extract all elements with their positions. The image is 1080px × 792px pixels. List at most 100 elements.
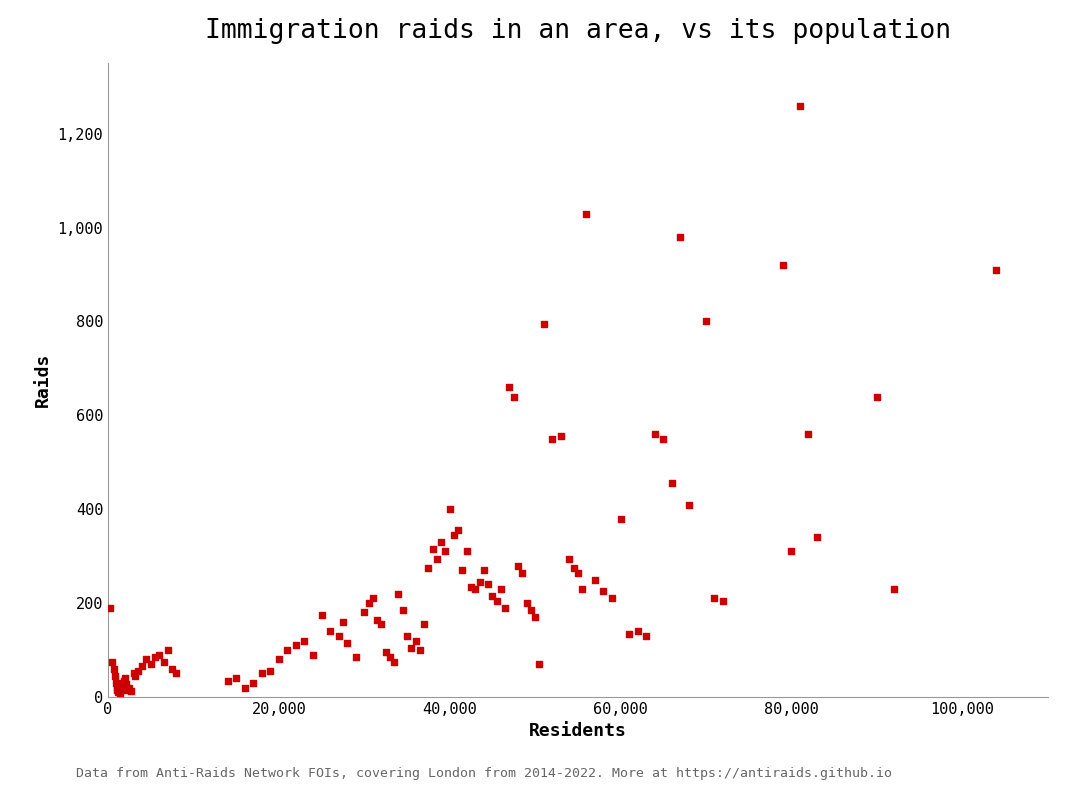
Point bbox=[143, 658, 160, 671]
Point bbox=[714, 595, 731, 607]
Point bbox=[253, 667, 270, 680]
Point bbox=[130, 664, 147, 677]
Point bbox=[586, 573, 604, 586]
Point bbox=[706, 592, 724, 605]
Point bbox=[654, 432, 672, 445]
Point bbox=[800, 428, 818, 440]
Point bbox=[637, 630, 654, 642]
Point bbox=[377, 646, 394, 659]
Point bbox=[411, 644, 429, 657]
Point bbox=[488, 595, 505, 607]
Point bbox=[518, 596, 536, 609]
Point bbox=[154, 656, 172, 668]
Point bbox=[663, 477, 680, 489]
Point bbox=[167, 667, 185, 680]
Point bbox=[330, 630, 348, 642]
Point bbox=[424, 543, 442, 555]
Point bbox=[578, 208, 595, 220]
Point bbox=[360, 596, 377, 609]
Point bbox=[445, 529, 462, 542]
Point bbox=[112, 679, 130, 691]
Point bbox=[219, 674, 237, 687]
Point bbox=[355, 606, 373, 619]
Point bbox=[480, 578, 497, 591]
Point bbox=[569, 566, 586, 579]
Point bbox=[110, 685, 127, 698]
Point bbox=[420, 562, 437, 574]
Point bbox=[510, 559, 527, 572]
Point bbox=[146, 651, 164, 664]
Point bbox=[573, 583, 591, 596]
Point bbox=[322, 625, 339, 638]
Point bbox=[118, 683, 135, 696]
Point bbox=[501, 381, 518, 394]
Point bbox=[620, 627, 637, 640]
Point bbox=[522, 604, 539, 616]
Point bbox=[449, 524, 467, 537]
Point bbox=[111, 687, 129, 699]
Point bbox=[134, 660, 151, 672]
Point bbox=[261, 664, 279, 677]
Point bbox=[454, 564, 471, 577]
Point bbox=[296, 634, 313, 647]
Point bbox=[792, 99, 809, 112]
Point bbox=[108, 681, 125, 694]
Point bbox=[467, 583, 484, 596]
Point bbox=[125, 667, 143, 680]
Point bbox=[543, 432, 561, 445]
Text: Data from Anti-Raids Network FOIs, covering London from 2014-2022. More at https: Data from Anti-Raids Network FOIs, cover… bbox=[76, 767, 892, 780]
Point bbox=[526, 611, 543, 623]
Point bbox=[886, 583, 903, 596]
Point bbox=[561, 552, 578, 565]
Point bbox=[988, 264, 1005, 276]
Point bbox=[436, 545, 454, 558]
Point bbox=[335, 615, 352, 628]
Point bbox=[394, 604, 411, 616]
Point bbox=[138, 653, 156, 666]
Point bbox=[163, 662, 180, 675]
Point bbox=[646, 428, 663, 440]
Point bbox=[462, 581, 480, 593]
Point bbox=[287, 639, 305, 652]
X-axis label: Residents: Residents bbox=[529, 722, 626, 741]
Point bbox=[530, 658, 548, 671]
Point bbox=[565, 562, 582, 574]
Point bbox=[244, 676, 261, 689]
Point bbox=[808, 531, 825, 544]
Point bbox=[595, 585, 612, 598]
Point bbox=[228, 672, 245, 684]
Point bbox=[612, 512, 630, 525]
Point bbox=[698, 315, 715, 328]
Point bbox=[471, 576, 488, 588]
Point bbox=[403, 642, 420, 654]
Point bbox=[118, 677, 135, 690]
Point bbox=[514, 566, 531, 579]
Point bbox=[484, 590, 501, 603]
Y-axis label: Raids: Raids bbox=[33, 353, 52, 407]
Point bbox=[783, 545, 800, 558]
Point bbox=[428, 552, 446, 565]
Point bbox=[680, 498, 698, 511]
Point bbox=[113, 682, 131, 695]
Point bbox=[104, 656, 121, 668]
Point bbox=[338, 637, 355, 649]
Point bbox=[121, 681, 138, 694]
Point bbox=[672, 230, 689, 243]
Point bbox=[416, 618, 433, 630]
Point bbox=[774, 259, 792, 272]
Point bbox=[458, 545, 475, 558]
Point bbox=[399, 630, 416, 642]
Point bbox=[270, 653, 287, 666]
Point bbox=[604, 592, 621, 605]
Point bbox=[432, 535, 449, 548]
Point bbox=[126, 669, 144, 682]
Point bbox=[868, 390, 886, 403]
Point bbox=[122, 685, 139, 698]
Point bbox=[347, 651, 364, 664]
Point bbox=[364, 592, 381, 605]
Point bbox=[159, 644, 176, 657]
Point bbox=[373, 618, 390, 630]
Point bbox=[390, 588, 407, 600]
Point bbox=[116, 674, 133, 687]
Point bbox=[441, 503, 458, 516]
